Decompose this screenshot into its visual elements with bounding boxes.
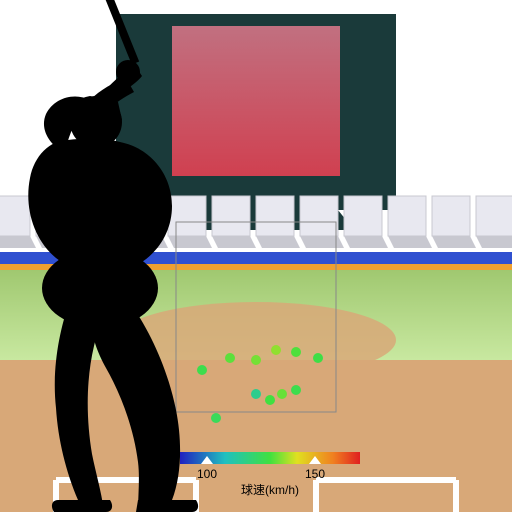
pitch-marker [265, 395, 275, 405]
colorbar-label: 球速(km/h) [241, 483, 299, 497]
colorbar-tick-label: 150 [305, 467, 325, 481]
pitch-marker [251, 389, 261, 399]
pitch-marker [277, 389, 287, 399]
pitch-marker [291, 385, 301, 395]
pitch-marker [251, 355, 261, 365]
pitch-marker [291, 347, 301, 357]
pitch-marker [313, 353, 323, 363]
colorbar-tick-label: 100 [197, 467, 217, 481]
pitch-location-chart: 100 150 球速(km/h) [0, 0, 512, 512]
pitch-marker [197, 365, 207, 375]
pitch-marker [225, 353, 235, 363]
pitch-marker [211, 413, 221, 423]
pitch-marker [271, 345, 281, 355]
